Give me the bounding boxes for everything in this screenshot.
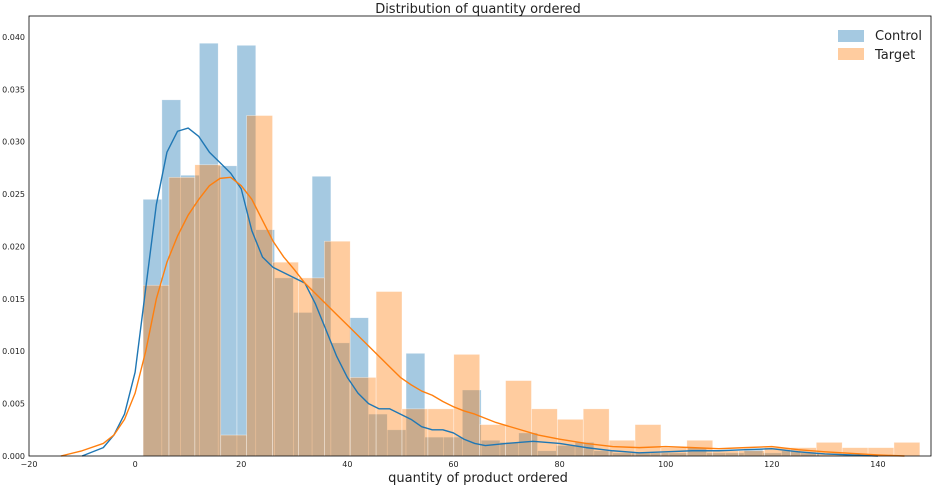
y-tick-label: 0.030 xyxy=(2,138,25,147)
target-bar xyxy=(375,291,403,457)
target-bar xyxy=(272,261,299,457)
target-bar xyxy=(738,450,765,457)
control-kde-line xyxy=(81,127,878,457)
target-kde-line xyxy=(60,176,905,457)
control-bars xyxy=(142,42,820,457)
target-bar xyxy=(142,284,170,457)
target-bar xyxy=(298,277,325,457)
x-tick-label: 100 xyxy=(658,460,673,469)
x-tick-label: 120 xyxy=(764,460,779,469)
y-tick-label: 0.035 xyxy=(2,85,25,94)
x-tick-label: 60 xyxy=(448,460,458,469)
x-tick-label: −20 xyxy=(21,460,38,469)
target-bar xyxy=(531,408,558,457)
x-tick-label: 140 xyxy=(870,460,885,469)
legend-label-control: Control xyxy=(875,29,922,44)
x-axis-label: quantity of product ordered xyxy=(388,471,568,486)
target-bar xyxy=(479,424,506,457)
target-bar xyxy=(324,240,351,457)
y-tick-label: 0.025 xyxy=(2,190,25,199)
target-bar xyxy=(608,439,636,457)
target-bars xyxy=(142,115,921,457)
plot-frame xyxy=(28,15,932,457)
target-bar xyxy=(349,377,377,457)
target-bar xyxy=(893,442,921,457)
x-axis-ticks: −20 0 20 40 60 80 100 120 140 xyxy=(21,460,886,469)
target-bar xyxy=(401,408,429,457)
y-tick-label: 0.015 xyxy=(2,295,25,304)
target-bar xyxy=(712,450,739,457)
y-tick-label: 0.020 xyxy=(2,242,25,251)
legend-swatch-control xyxy=(838,30,864,42)
x-tick-label: 80 xyxy=(554,460,564,469)
target-bar xyxy=(168,177,196,457)
y-tick-label: 0.000 xyxy=(2,452,25,461)
target-bar xyxy=(220,434,247,457)
y-tick-label: 0.005 xyxy=(2,400,25,409)
target-bar xyxy=(194,164,222,457)
chart-title: Distribution of quantity ordered xyxy=(375,2,581,17)
y-axis-ticks: 0.000 0.005 0.010 0.015 0.020 0.025 0.030 0.035… xyxy=(2,33,25,461)
target-bar xyxy=(557,419,584,457)
target-bar xyxy=(634,424,662,457)
legend-label-target: Target xyxy=(874,48,915,63)
legend-swatch-target xyxy=(838,48,864,60)
target-bar xyxy=(246,115,273,457)
legend: Control Target xyxy=(838,29,922,63)
y-tick-label: 0.010 xyxy=(2,347,25,356)
x-tick-label: 0 xyxy=(133,460,138,469)
x-tick-label: 20 xyxy=(236,460,246,469)
x-tick-label: 40 xyxy=(342,460,352,469)
target-bar xyxy=(505,380,532,457)
kde-lines xyxy=(60,127,905,457)
target-bar xyxy=(453,354,480,457)
y-tick-label: 0.040 xyxy=(2,33,25,42)
